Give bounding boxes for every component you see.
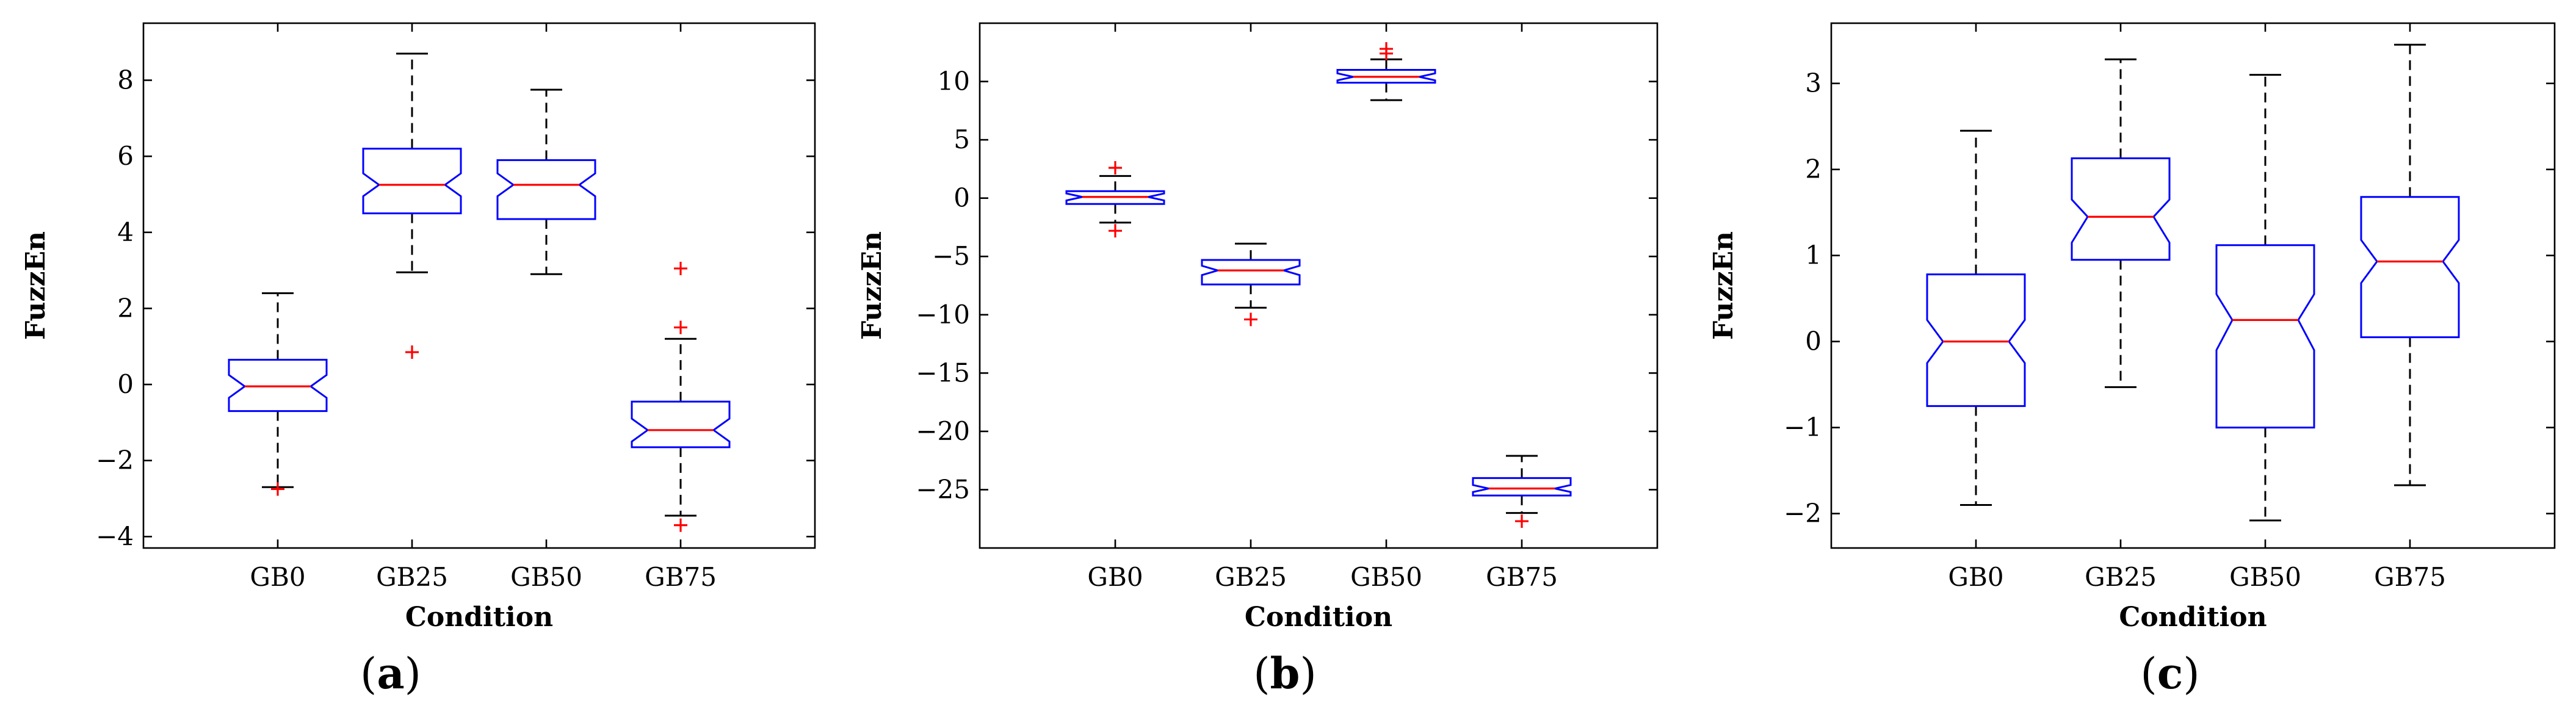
- x-axis-label: Condition: [1245, 602, 1392, 633]
- x-tick-label: GB25: [1215, 562, 1287, 592]
- chart-panel-b: −25 −20 −15 −10 −5 0 5 10 GB0 GB25 GB50 GB75 Conditi…: [856, 22, 1659, 699]
- outlier-marker: [674, 518, 687, 532]
- box-gb50: [2215, 74, 2315, 522]
- x-tick-label: GB0: [1948, 562, 2003, 592]
- box-gb75: [631, 261, 731, 532]
- outlier-marker: [674, 320, 687, 334]
- x-tick-label: GB75: [2374, 562, 2446, 592]
- y-tick-label: 6: [117, 141, 134, 171]
- y-axis-label: FuzzEn: [1708, 231, 1739, 340]
- y-tick-label: −20: [916, 416, 970, 446]
- y-tick-label: −25: [916, 474, 970, 504]
- x-axis-label: Condition: [405, 602, 553, 633]
- outlier-marker: [271, 482, 284, 496]
- notched-box: [2215, 244, 2315, 429]
- axes-frame: [1830, 22, 2556, 549]
- outlier-marker: [1109, 160, 1122, 175]
- x-tick-label: GB75: [645, 562, 717, 592]
- x-tick-label: GB50: [2229, 562, 2301, 592]
- y-tick-label: −2: [96, 445, 134, 475]
- outlier-marker: [405, 345, 419, 359]
- notched-box: [2360, 196, 2460, 339]
- outlier-marker: [674, 261, 687, 275]
- notched-box: [1065, 190, 1165, 205]
- panel-label: (a): [360, 648, 421, 699]
- y-tick-label: 2: [117, 293, 134, 323]
- chart-panel-c: −2 −1 0 1 2 3 GB0 GB25 GB50 GB75 Condition FuzzEn (c…: [1708, 22, 2556, 699]
- notched-box: [1472, 477, 1572, 497]
- axes-frame: [979, 22, 1659, 549]
- chart-panel-a: −4 −2 0 2 4 6 8 GB0 GB25 GB50 GB75 Condition FuzzEn (…: [20, 22, 816, 699]
- box-gb25: [2071, 58, 2171, 388]
- y-tick-label: 4: [117, 217, 134, 247]
- notched-box: [1336, 68, 1436, 84]
- y-tick-label: 3: [1805, 68, 1822, 98]
- y-tick-label: −10: [916, 300, 970, 330]
- y-tick-label: −4: [96, 521, 134, 551]
- x-axis-label: Condition: [2119, 602, 2267, 633]
- box-gb0: [1065, 160, 1165, 238]
- x-tick-label: GB0: [250, 562, 305, 592]
- box-gb0: [228, 292, 328, 496]
- box-gb25: [1201, 242, 1301, 326]
- x-tick-label: GB50: [510, 562, 582, 592]
- y-tick-label: 10: [938, 67, 970, 96]
- notched-box: [1201, 259, 1301, 286]
- box-gb25: [362, 52, 462, 359]
- notched-box: [631, 400, 731, 449]
- notched-box: [496, 159, 596, 220]
- outlier-marker: [1380, 46, 1393, 60]
- notched-box: [1926, 273, 2026, 407]
- y-tick-label: 0: [953, 183, 970, 213]
- y-tick-label: 5: [953, 124, 970, 154]
- y-tick-label: 8: [117, 65, 134, 95]
- y-tick-label: 1: [1805, 240, 1822, 270]
- x-tick-label: GB75: [1486, 562, 1558, 592]
- box-gb50: [1336, 42, 1436, 101]
- outlier-marker: [1109, 224, 1122, 238]
- panel-label: (c): [2140, 648, 2199, 699]
- y-axis-label: FuzzEn: [856, 231, 888, 340]
- y-tick-label: 0: [1805, 326, 1822, 356]
- y-tick-label: 2: [1805, 154, 1822, 184]
- y-axis-label: FuzzEn: [20, 231, 51, 340]
- box-gb50: [496, 88, 596, 275]
- notched-box: [362, 148, 462, 215]
- box-gb75: [1472, 455, 1572, 528]
- y-tick-label: −1: [1784, 413, 1822, 442]
- box-gb75: [2360, 43, 2460, 486]
- notched-box: [2071, 157, 2171, 261]
- y-tick-label: 0: [117, 369, 134, 399]
- x-tick-label: GB25: [2085, 562, 2157, 592]
- axes-frame: [142, 22, 816, 549]
- y-tick-label: −15: [916, 358, 970, 388]
- y-tick-label: −5: [932, 241, 970, 271]
- panel-label: (b): [1253, 648, 1317, 699]
- outlier-marker: [1244, 312, 1257, 326]
- y-tick-label: −2: [1784, 499, 1822, 528]
- box-gb0: [1926, 129, 2026, 507]
- notched-box: [228, 359, 328, 413]
- x-tick-label: GB50: [1350, 562, 1422, 592]
- outlier-marker: [1515, 514, 1529, 528]
- x-tick-label: GB0: [1087, 562, 1143, 592]
- x-tick-label: GB25: [376, 562, 448, 592]
